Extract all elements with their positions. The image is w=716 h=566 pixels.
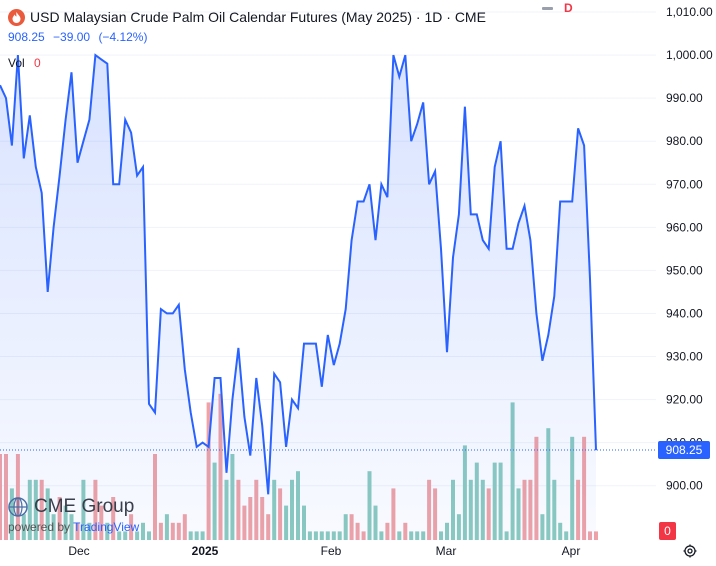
price-readout: 908.25 −39.00 (−4.12%)	[8, 30, 656, 46]
price-tick-label: 930.00	[666, 350, 703, 364]
price-tick-label: 920.00	[666, 393, 703, 407]
time-tick-label: Mar	[436, 544, 457, 558]
last-volume-tag: 0	[659, 522, 676, 540]
minus-icon[interactable]	[542, 7, 553, 10]
price-tick-label: 1,010.00	[666, 5, 713, 19]
price-change: −39.00	[53, 30, 91, 44]
flame-icon	[8, 8, 25, 26]
price-tick-label: 970.00	[666, 177, 703, 191]
tradingview-link[interactable]: TradingView	[73, 520, 140, 534]
price-axis[interactable]: 900.00910.00920.00930.00940.00950.00960.…	[666, 5, 713, 493]
price-change-percent: (−4.12%)	[98, 30, 148, 44]
price-tick-label: 1,000.00	[666, 48, 713, 62]
cme-globe-icon	[8, 497, 28, 517]
time-axis[interactable]: Dec 2025 Feb Mar Apr	[68, 544, 580, 558]
price-tick-label: 980.00	[666, 134, 703, 148]
symbol-title[interactable]: USD Malaysian Crude Palm Oil Calendar Fu…	[30, 9, 486, 25]
settings-icon[interactable]	[682, 543, 698, 559]
price-tick-label: 990.00	[666, 91, 703, 105]
time-tick-label: Apr	[562, 544, 581, 558]
powered-by: powered by TradingView	[8, 520, 139, 534]
time-tick-label: 2025	[192, 544, 219, 558]
volume-label: Vol	[8, 56, 25, 70]
legend: USD Malaysian Crude Palm Oil Calendar Fu…	[8, 7, 656, 72]
last-price: 908.25	[8, 30, 45, 44]
logo-name: CME Group	[34, 496, 135, 517]
price-line	[0, 53, 597, 495]
volume-legend[interactable]: Vol 0	[8, 56, 656, 72]
price-tick-label: 940.00	[666, 306, 703, 320]
price-tick-label: 950.00	[666, 263, 703, 277]
powered-prefix: powered by	[8, 520, 71, 534]
time-tick-label: Dec	[68, 544, 89, 558]
price-area-fill	[0, 55, 596, 540]
data-delay-badge[interactable]: D	[564, 1, 573, 15]
time-tick-label: Feb	[321, 544, 342, 558]
volume-value: 0	[34, 56, 41, 70]
cme-logo[interactable]: CME Group powered by TradingView	[8, 496, 139, 534]
price-tick-label: 900.00	[666, 479, 703, 493]
price-tick-label: 960.00	[666, 220, 703, 234]
last-price-tag: 908.25	[658, 441, 710, 459]
